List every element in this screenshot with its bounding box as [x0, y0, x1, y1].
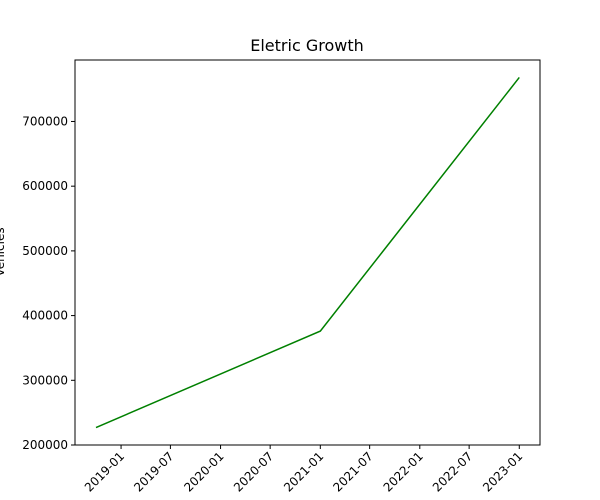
y-tick-label: 600000: [22, 179, 68, 193]
x-tick-label: 2023-01: [480, 449, 525, 494]
x-tick-label: 2020-01: [181, 449, 226, 494]
y-axis-label: Vehicles: [0, 227, 7, 276]
x-tick-label: 2021-07: [330, 449, 375, 494]
y-tick-label: 500000: [22, 244, 68, 258]
chart-title: Eletric Growth: [250, 36, 364, 55]
x-tick-label: 2022-07: [430, 449, 475, 494]
data-line: [95, 77, 520, 429]
y-tick-label: 200000: [22, 438, 68, 452]
y-tick-label: 400000: [22, 309, 68, 323]
y-tick-label: 300000: [22, 373, 68, 387]
x-tick-label: 2019-01: [82, 449, 127, 494]
x-tick-label: 2021-01: [281, 449, 326, 494]
x-tick-label: 2022-01: [381, 449, 426, 494]
x-tick-label: 2019-07: [131, 449, 176, 494]
x-tick-label: 2020-07: [231, 449, 276, 494]
y-tick-label: 700000: [22, 114, 68, 128]
plot-frame: [74, 59, 541, 446]
